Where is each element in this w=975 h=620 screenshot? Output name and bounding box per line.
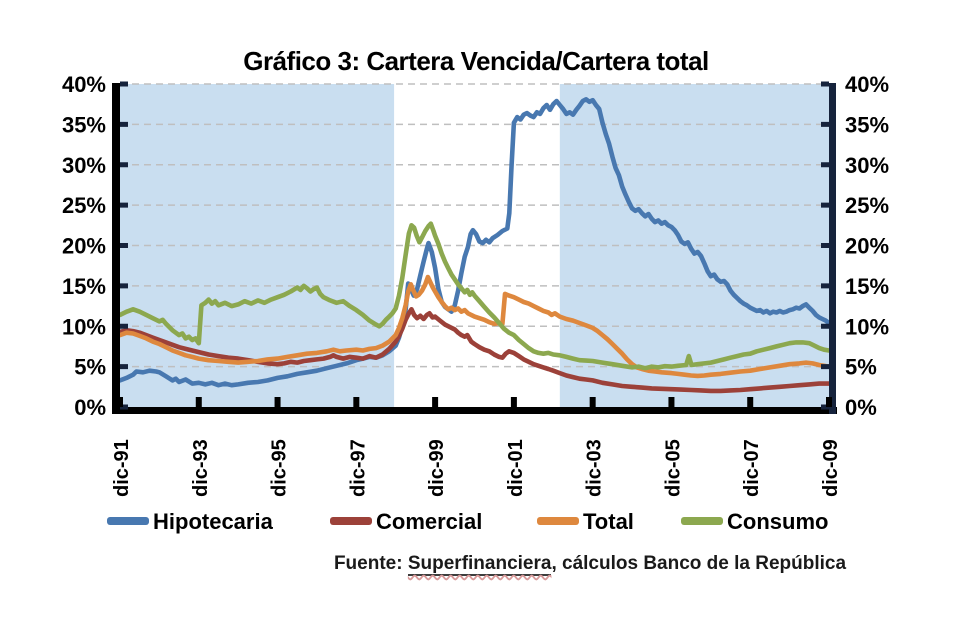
- y-tick-right-15: [821, 283, 829, 289]
- x-axis: [112, 407, 837, 414]
- y-tick-right-5: [821, 364, 829, 370]
- y-tick-left-25: [120, 202, 128, 208]
- x-label-dic-95: dic-95: [269, 439, 291, 497]
- y-label-right-30: 30%: [845, 153, 889, 178]
- y-tick-left-0: [120, 404, 128, 410]
- series-hipotecaria-line: [117, 97, 832, 388]
- x-label-dic-09: dic-09: [820, 439, 842, 497]
- x-tick-1: [195, 397, 202, 407]
- y-axis-right: [829, 83, 836, 414]
- y-label-left-40: 40%: [62, 72, 106, 97]
- x-tick-5: [510, 397, 517, 407]
- legend-swatch-total: [537, 517, 579, 525]
- x-label-dic-93: dic-93: [190, 439, 212, 497]
- source-note-prefix: Fuente:: [333, 553, 408, 574]
- x-label-dic-03: dic-03: [584, 439, 606, 497]
- chart-title: Gráfico 3: Cartera Vencida/Cartera total: [243, 46, 709, 76]
- y-label-right-10: 10%: [845, 314, 889, 339]
- x-tick-8: [747, 397, 754, 407]
- x-tick-9: [826, 397, 832, 407]
- x-label-dic-05: dic-05: [662, 439, 684, 497]
- y-label-left-35: 35%: [62, 112, 106, 137]
- y-label-left-25: 25%: [62, 193, 106, 218]
- y-tick-left-35: [120, 121, 128, 127]
- legend-swatch-consumo: [681, 517, 723, 525]
- y-label-right-5: 5%: [845, 355, 877, 380]
- y-label-right-15: 15%: [845, 274, 889, 299]
- x-label-dic-97: dic-97: [347, 439, 369, 497]
- y-tick-left-40: [120, 81, 128, 87]
- x-tick-3: [353, 397, 360, 407]
- x-tick-7: [668, 397, 675, 407]
- legend-label-comercial: Comercial: [376, 509, 482, 534]
- source-note: Fuente: Superfinanciera, cálculos Banco …: [205, 553, 975, 576]
- y-tick-left-20: [120, 243, 128, 248]
- y-label-left-0: 0%: [74, 395, 106, 420]
- source-note-suffix: , cálculos Banco de la República: [551, 553, 847, 574]
- y-tick-left-15: [120, 283, 128, 289]
- y-tick-right-35: [821, 121, 829, 127]
- y-label-left-15: 15%: [62, 274, 106, 299]
- y-tick-right-20: [821, 243, 829, 248]
- y-tick-right-25: [821, 202, 829, 208]
- y-label-right-20: 20%: [845, 234, 889, 259]
- y-tick-left-10: [120, 323, 128, 329]
- legend-swatch-hipotecaria: [107, 517, 149, 525]
- x-tick-6: [589, 397, 596, 407]
- series-total-line: [117, 274, 832, 379]
- x-label-dic-07: dic-07: [741, 439, 763, 497]
- legend-label-hipotecaria: Hipotecaria: [153, 509, 274, 534]
- x-tick-2: [274, 397, 281, 407]
- y-label-left-10: 10%: [62, 314, 106, 339]
- legend-swatch-comercial: [330, 517, 372, 525]
- y-tick-left-5: [120, 364, 128, 370]
- y-tick-right-10: [821, 323, 829, 329]
- y-label-right-35: 35%: [845, 112, 889, 137]
- x-label-dic-99: dic-99: [426, 439, 448, 497]
- y-tick-left-30: [120, 162, 128, 168]
- legend-label-consumo: Consumo: [727, 509, 828, 534]
- y-label-right-40: 40%: [845, 72, 889, 97]
- y-label-right-0: 0%: [845, 395, 877, 420]
- series-consumo-line: [117, 221, 832, 371]
- y-label-left-20: 20%: [62, 234, 106, 259]
- x-tick-0: [117, 397, 123, 407]
- source-note-underlined-word: Superfinanciera: [407, 553, 552, 576]
- y-tick-right-30: [821, 162, 829, 168]
- x-tick-4: [432, 397, 439, 407]
- y-label-right-25: 25%: [845, 193, 889, 218]
- y-axis-left: [112, 83, 120, 414]
- x-label-dic-91: dic-91: [111, 439, 133, 497]
- y-label-left-5: 5%: [74, 355, 106, 380]
- x-label-dic-01: dic-01: [505, 439, 527, 497]
- y-tick-right-0: [821, 404, 829, 410]
- legend-label-total: Total: [583, 509, 634, 534]
- y-tick-right-40: [821, 81, 829, 87]
- y-label-left-30: 30%: [62, 153, 106, 178]
